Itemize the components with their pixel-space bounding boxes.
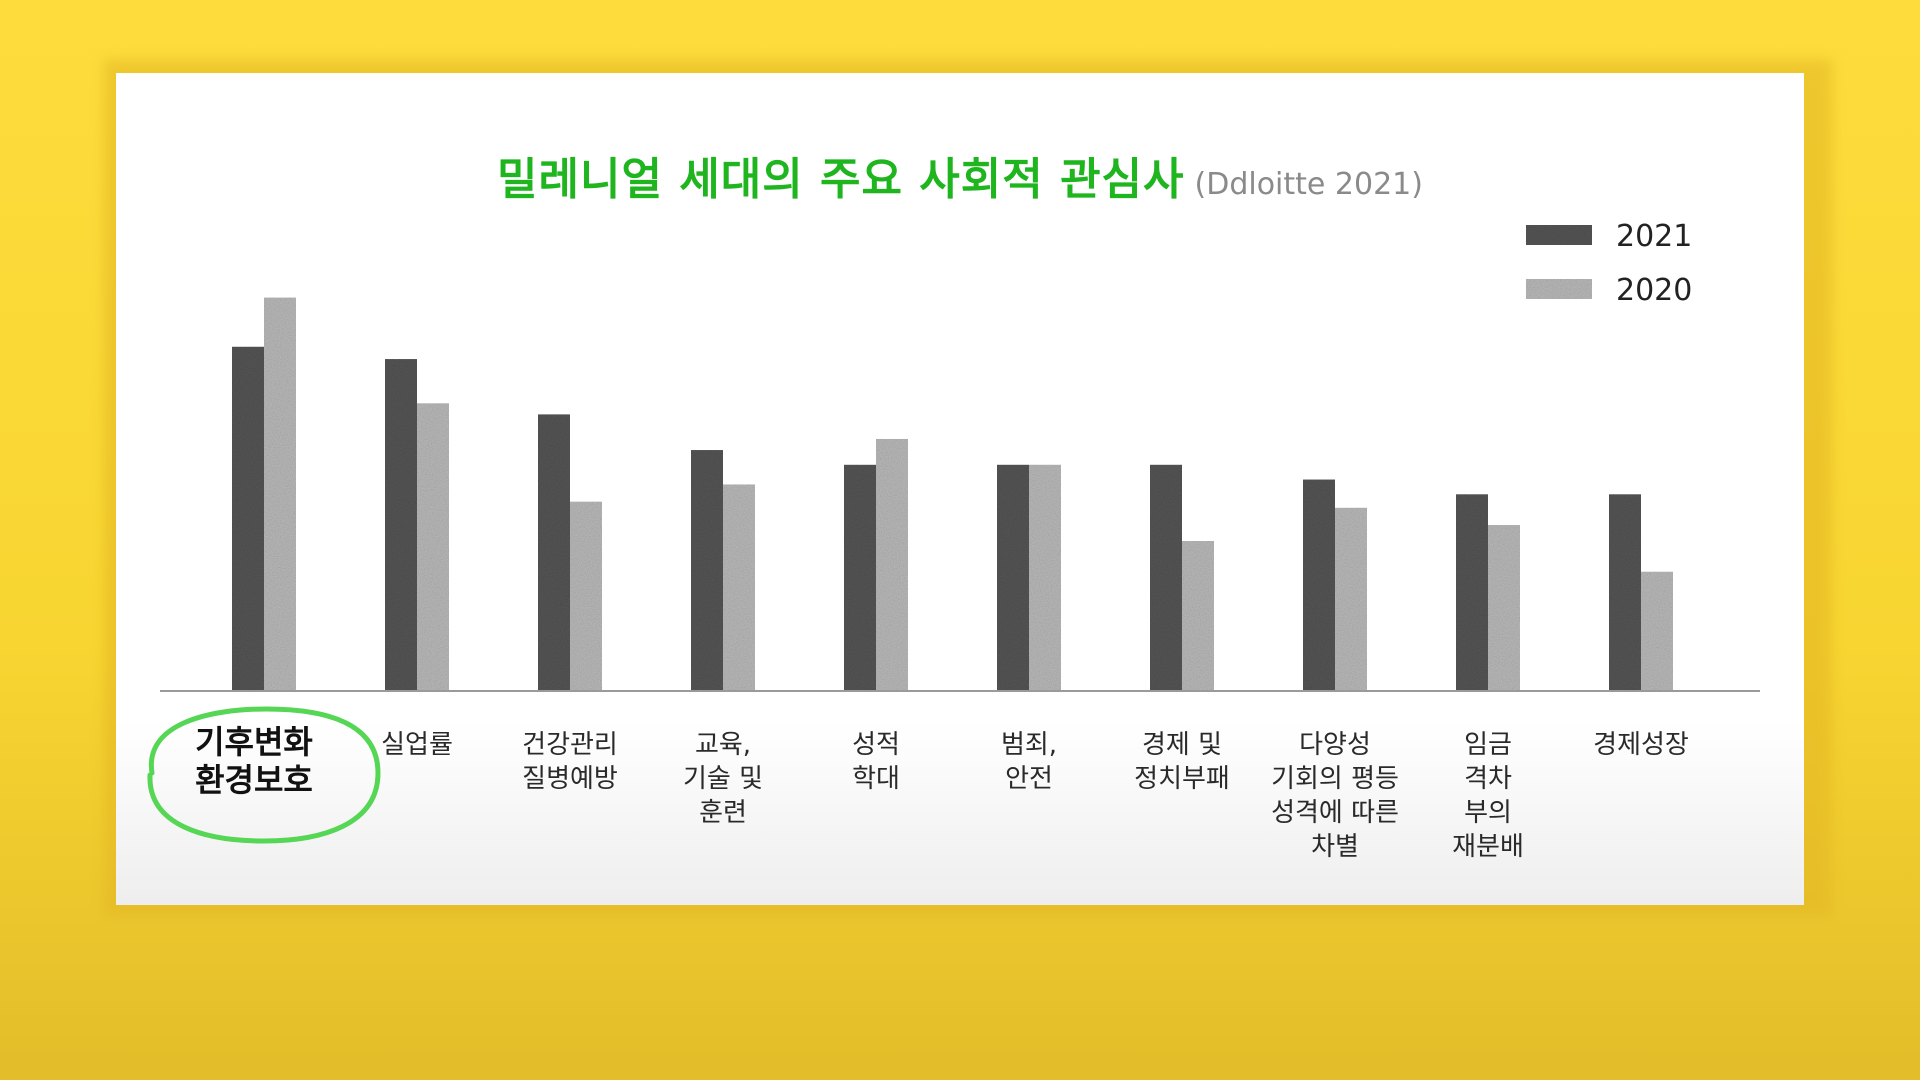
bar-2021-8 <box>1456 494 1488 691</box>
x-tick-label-4-1: 학대 <box>852 764 900 794</box>
x-tick-label-9-0: 경제성장 <box>1593 730 1689 760</box>
x-tick-label-8-2: 부의 <box>1464 798 1512 828</box>
x-tick-label-3-2: 훈련 <box>699 798 747 828</box>
x-tick-label-8-0: 임금 <box>1464 730 1512 760</box>
x-tick-label-7-2: 성격에 따른 <box>1271 798 1399 828</box>
x-tick-label-7-3: 차별 <box>1311 832 1359 862</box>
legend-label-2021: 2021 <box>1616 219 1692 254</box>
bar-2021-4 <box>844 464 876 691</box>
bar-2020-3 <box>723 484 755 691</box>
bar-2021-0 <box>232 346 264 691</box>
x-tick-label-0-0: 기후변화 <box>195 723 313 761</box>
x-tick-label-8-1: 격차 <box>1464 764 1512 794</box>
bar-2021-6 <box>1150 464 1182 691</box>
highlight-circle <box>147 706 381 844</box>
bar-2020-0 <box>264 297 296 691</box>
x-tick-label-6-1: 정치부패 <box>1134 764 1230 794</box>
bar-2021-7 <box>1303 479 1335 691</box>
x-tick-label-2-0: 건강관리 <box>522 730 618 760</box>
bar-2020-2 <box>570 501 602 691</box>
x-tick-label-7-1: 기회의 평등 <box>1271 764 1399 794</box>
bar-2021-1 <box>385 359 417 691</box>
bar-2020-5 <box>1029 464 1061 691</box>
legend-label-2020: 2020 <box>1616 273 1692 308</box>
x-tick-label-6-0: 경제 및 <box>1142 730 1222 760</box>
x-tick-label-5-0: 범죄, <box>1001 730 1057 760</box>
bar-2020-1 <box>417 403 449 691</box>
x-tick-label-8-3: 재분배 <box>1452 832 1524 862</box>
x-tick-label-3-1: 기술 및 <box>683 764 763 794</box>
chart-card: 밀레니얼 세대의 주요 사회적 관심사 (Ddloitte 2021) 기후변화 환… <box>116 73 1804 905</box>
bar-2020-9 <box>1641 571 1673 691</box>
x-tick-label-0-1: 환경보호 <box>195 761 313 799</box>
legend-swatch-2020 <box>1526 279 1592 299</box>
x-tick-label-2-1: 질병예방 <box>522 764 618 794</box>
title-source: (Ddloitte 2021) <box>1194 167 1423 202</box>
x-tick-label-4-0: 성적 <box>852 730 900 760</box>
bar-2021-2 <box>538 414 570 691</box>
chart-title: 밀레니얼 세대의 주요 사회적 관심사 (Ddloitte 2021) <box>116 143 1804 207</box>
legend-swatch-2021 <box>1526 225 1592 245</box>
bar-2020-4 <box>876 438 908 691</box>
x-tick-label-7-0: 다양성 <box>1299 730 1371 760</box>
x-tick-label-1-0: 실업률 <box>381 730 453 760</box>
bar-2021-3 <box>691 450 723 691</box>
x-tick-label-3-0: 교육, <box>695 730 751 760</box>
title-main: 밀레니얼 세대의 주요 사회적 관심사 <box>497 154 1185 205</box>
bar-2020-6 <box>1182 541 1214 691</box>
bar-2020-7 <box>1335 507 1367 691</box>
x-tick-label-5-1: 안전 <box>1005 764 1053 794</box>
bar-2021-5 <box>997 464 1029 691</box>
bar-2021-9 <box>1609 494 1641 691</box>
bar-2020-8 <box>1488 525 1520 691</box>
